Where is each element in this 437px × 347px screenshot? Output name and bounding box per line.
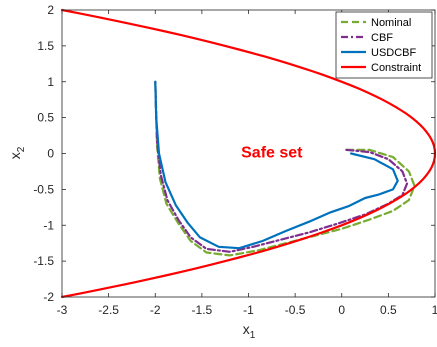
y-tick-label: -1 bbox=[43, 218, 54, 232]
y-axis-label-main: x bbox=[7, 152, 23, 159]
x-tick-label: 1 bbox=[432, 303, 437, 317]
safe-set-annotation: Safe set bbox=[241, 145, 303, 162]
legend: Nominal CBF USDCBF Constraint bbox=[335, 11, 433, 79]
y-tick-label: -2 bbox=[43, 290, 54, 304]
series-cbf-line bbox=[154, 80, 409, 253]
legend-label-usdcbf: USDCBF bbox=[371, 47, 417, 59]
y-tick-label: 1.5 bbox=[37, 39, 54, 53]
x-tick-label: -2.5 bbox=[98, 303, 119, 317]
ticks-layer: -3 -2.5 -2 -1.5 -1 -0.5 0 0.5 1 2 1.5 1 0.5 0 -0.5 -1 -1… bbox=[33, 3, 437, 317]
y-tick-label: -0.5 bbox=[33, 182, 54, 196]
x-tick-label: 0 bbox=[338, 303, 345, 317]
x-tick-label: -1 bbox=[243, 303, 254, 317]
y-tick-label: 2 bbox=[47, 3, 54, 17]
x-tick-label: -1.5 bbox=[192, 303, 213, 317]
x-tick-label: -0.5 bbox=[285, 303, 306, 317]
x-axis-label-main: x bbox=[243, 321, 250, 337]
x-tick-label: -3 bbox=[57, 303, 68, 317]
x-axis-label: x1 bbox=[243, 321, 256, 341]
y-tick-label: 0.5 bbox=[37, 111, 54, 125]
legend-label-nominal: Nominal bbox=[371, 17, 411, 29]
y-tick-label: 1 bbox=[47, 75, 54, 89]
x-tick-label: 0.5 bbox=[380, 303, 397, 317]
y-axis-label: x2 bbox=[7, 146, 27, 159]
x-tick-label: -2 bbox=[150, 303, 161, 317]
y-axis-label-subscript: 2 bbox=[16, 146, 27, 152]
legend-label-constraint: Constraint bbox=[371, 62, 421, 74]
y-tick-label: -1.5 bbox=[33, 254, 54, 268]
legend-label-cbf: CBF bbox=[371, 32, 393, 44]
series-usdcbf-line bbox=[154, 80, 399, 250]
x-axis-label-subscript: 1 bbox=[250, 330, 256, 341]
y-tick-label: 0 bbox=[47, 147, 54, 161]
